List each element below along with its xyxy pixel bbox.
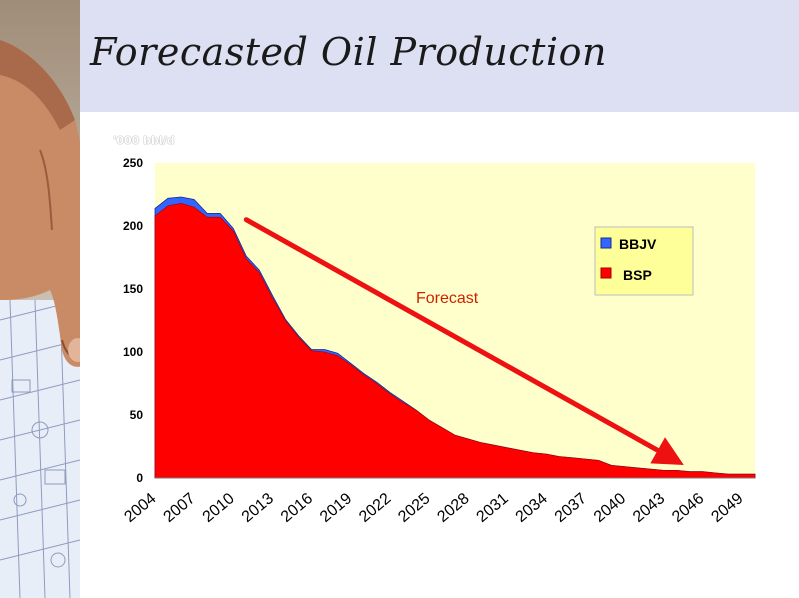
x-tick-label: 2037 [552,490,590,526]
x-tick-label: 2031 [474,490,512,526]
x-tick-label: 2049 [708,490,746,526]
slide-title: Forecasted Oil Production [90,30,607,74]
title-band [80,0,799,112]
x-tick-label: 2025 [395,490,433,526]
y-tick-label: 200 [123,219,143,233]
x-tick-label: 2034 [513,490,551,526]
x-tick-label: 2022 [356,490,394,526]
legend-swatch-bbjv [600,237,612,249]
y-tick-label: 0 [136,471,143,485]
legend-label-bbjv: BBJV [619,236,657,252]
x-tick-label: 2007 [161,490,199,526]
y-axis-units-label: '000 bbl/d [113,134,175,147]
y-tick-label: 150 [123,282,143,296]
hand-pointing-photo [0,0,80,598]
x-tick-label: 2043 [630,490,668,526]
legend-swatch-bsp [600,267,612,279]
legend-label-bsp: BSP [623,267,652,283]
x-tick-label: 2019 [317,490,355,526]
forecast-arrow [243,217,684,465]
x-tick-label: 2040 [591,490,629,526]
x-tick-label: 2010 [200,490,238,526]
x-tick-label: 2004 [121,490,159,526]
x-tick-label: 2046 [669,490,707,526]
legend: BBJV BSP [594,226,694,296]
y-tick-label: 100 [123,345,143,359]
y-tick-label: 50 [130,408,144,422]
area-series-bsp [154,202,756,479]
x-tick-label: 2016 [278,490,316,526]
y-tick-label: 250 [123,156,143,170]
x-tick-label: 2028 [434,490,472,526]
forecast-label: Forecast [416,290,479,307]
x-tick-label: 2013 [239,490,277,526]
